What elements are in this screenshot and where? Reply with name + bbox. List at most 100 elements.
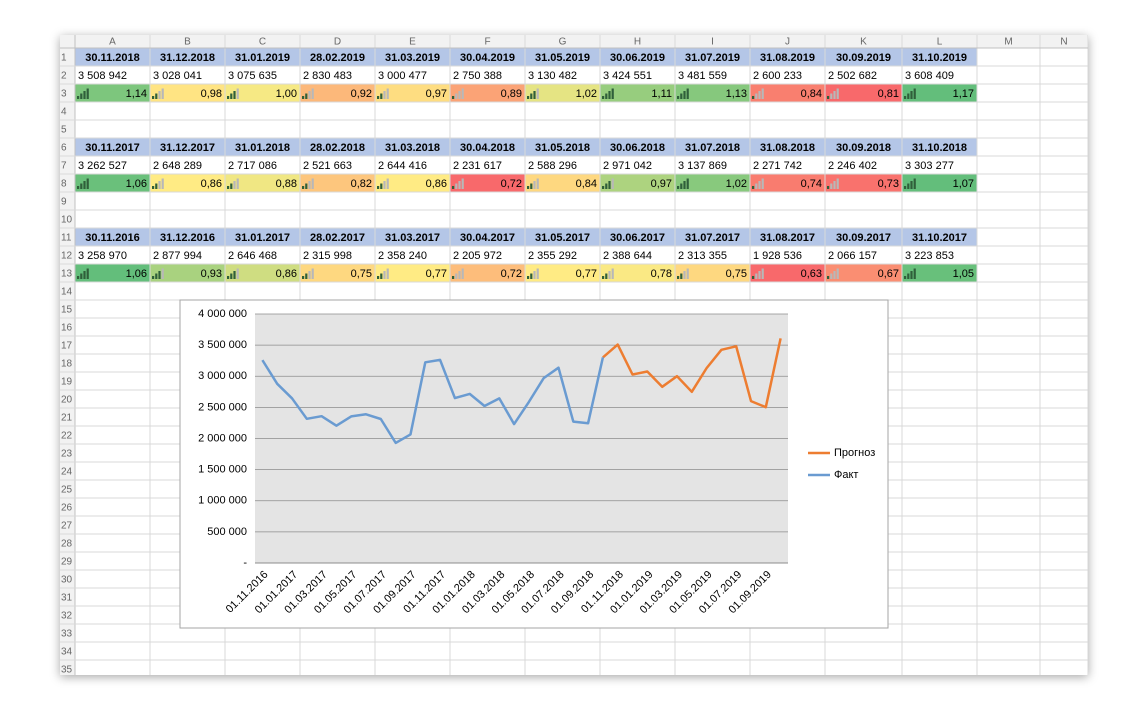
value-text: 2 205 972 (453, 250, 502, 262)
sheet: 30.11.2018 3 508 942 1,14 31.12.2018 3 028 0… (60, 35, 1088, 675)
icon-bar (530, 183, 533, 189)
icon-bar (86, 178, 89, 189)
ratio-cell (902, 174, 977, 192)
icon-bar (836, 88, 839, 99)
date-cell (600, 48, 675, 66)
icon-bar (683, 181, 686, 189)
date-text: 31.12.2018 (160, 52, 215, 64)
ratio-cell (675, 84, 750, 102)
icon-bar (452, 96, 455, 99)
icon-bar (605, 93, 608, 99)
icon-bar (827, 186, 830, 189)
icon-bar (302, 186, 305, 189)
icon-bar (536, 88, 539, 99)
date-cell (525, 228, 600, 246)
value-text: 3 130 482 (528, 70, 577, 82)
icon-bar (455, 273, 458, 279)
ratio-cell (825, 174, 902, 192)
legend-label: Прогноз (834, 447, 875, 459)
y-tick-label: 2 000 000 (198, 432, 247, 444)
ratio-text: 1,06 (126, 178, 147, 190)
icon-bar (161, 88, 164, 99)
date-text: 31.05.2018 (535, 142, 590, 154)
date-cell (75, 138, 150, 156)
ratio-text: 1,06 (126, 268, 147, 280)
icon-bar (755, 183, 758, 189)
date-text: 31.03.2019 (385, 52, 440, 64)
ratio-cell (300, 84, 375, 102)
value-text: 2 877 994 (153, 250, 202, 262)
ratio-text: 0,92 (351, 88, 372, 100)
icon-bar (380, 183, 383, 189)
date-cell (675, 138, 750, 156)
row-number: 27 (61, 521, 73, 532)
ratio-text: 0,67 (878, 268, 899, 280)
icon-bar (455, 183, 458, 189)
date-text: 31.08.2018 (760, 142, 815, 154)
column-letter: B (184, 37, 191, 48)
date-cell (75, 48, 150, 66)
ratio-text: 1,14 (126, 88, 147, 100)
icon-bar (611, 88, 614, 99)
date-text: 31.01.2017 (235, 232, 290, 244)
value-text: 2 355 292 (528, 250, 577, 262)
icon-bar (308, 181, 311, 189)
ratio-cell (525, 264, 600, 282)
date-text: 31.10.2019 (912, 52, 967, 64)
date-cell (600, 138, 675, 156)
value-text: 2 588 296 (528, 160, 577, 172)
icon-bar (752, 186, 755, 189)
ratio-cell (600, 264, 675, 282)
date-text: 28.02.2019 (310, 52, 365, 64)
icon-bar (910, 271, 913, 279)
row-number: 25 (61, 485, 73, 496)
date-text: 31.10.2018 (912, 142, 967, 154)
date-cell (902, 228, 977, 246)
ratio-cell (375, 84, 450, 102)
column-letter: H (634, 37, 641, 48)
icon-bar (308, 271, 311, 279)
icon-bar (458, 91, 461, 99)
icon-bar (605, 273, 608, 279)
date-cell (225, 48, 300, 66)
column-letter: C (259, 37, 266, 48)
date-text: 31.07.2018 (685, 142, 740, 154)
icon-bar (533, 271, 536, 279)
value-text: 2 271 742 (753, 160, 802, 172)
ratio-text: 0,86 (201, 178, 222, 190)
icon-bar (677, 96, 680, 99)
ratio-cell (600, 84, 675, 102)
icon-bar (236, 268, 239, 279)
date-text: 30.06.2018 (610, 142, 665, 154)
icon-bar (377, 186, 380, 189)
icon-bar (305, 273, 308, 279)
icon-bar (158, 181, 161, 189)
row-number: 24 (61, 467, 73, 478)
icon-bar (236, 88, 239, 99)
ratio-text: 0,77 (426, 268, 447, 280)
icon-bar (904, 96, 907, 99)
legend-label: Факт (834, 469, 858, 481)
date-text: 31.08.2019 (760, 52, 815, 64)
value-text: 3 258 970 (78, 250, 127, 262)
date-text: 28.02.2017 (310, 232, 365, 244)
icon-bar (913, 178, 916, 189)
date-text: 30.09.2019 (836, 52, 891, 64)
icon-bar (683, 271, 686, 279)
date-text: 31.12.2016 (160, 232, 215, 244)
row-number: 30 (61, 575, 73, 586)
ratio-text: 0,72 (501, 178, 522, 190)
icon-bar (836, 178, 839, 189)
icon-bar (377, 276, 380, 279)
row-number: 19 (61, 377, 73, 388)
icon-bar (752, 96, 755, 99)
icon-bar (683, 91, 686, 99)
value-text: 2 066 157 (828, 250, 877, 262)
icon-bar (527, 276, 530, 279)
value-text: 2 644 416 (378, 160, 427, 172)
ratio-cell (75, 264, 150, 282)
row-number: 22 (61, 431, 73, 442)
row-number: 9 (61, 197, 67, 208)
icon-bar (458, 271, 461, 279)
